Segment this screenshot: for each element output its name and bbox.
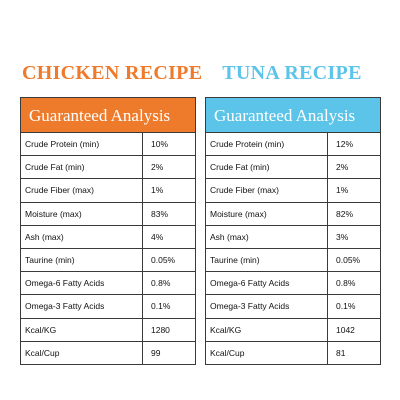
nutrient-label: Omega-3 Fatty Acids: [206, 295, 328, 318]
nutrient-value: 99: [151, 348, 161, 359]
table-row: Crude Protein (min) 12%: [206, 133, 380, 157]
nutrient-value: 2%: [151, 162, 164, 173]
table-row: Kcal/KG 1042: [206, 318, 380, 342]
nutrient-label: Crude Fiber (max): [21, 179, 143, 202]
table-row: Kcal/KG 1280: [21, 318, 195, 342]
nutrient-label: Ash (max): [206, 225, 328, 248]
nutrient-value: 0.05%: [336, 255, 361, 266]
chicken-rows: Crude Protein (min) 10% Crude Fat (min) 2% C…: [21, 133, 195, 365]
table-row: Crude Protein (min) 10%: [21, 133, 195, 157]
nutrient-label: Crude Fat (min): [21, 156, 143, 179]
table-row: Crude Fat (min) 2%: [21, 156, 195, 180]
table-row: Taurine (min) 0.05%: [21, 248, 195, 273]
nutrient-label: Omega-3 Fatty Acids: [21, 295, 143, 318]
nutrient-label: Taurine (min): [206, 248, 328, 272]
nutrient-label: Omega-6 Fatty Acids: [21, 272, 143, 295]
nutrient-value: 83%: [151, 208, 169, 219]
nutrient-value: 1042: [336, 324, 355, 335]
nutrient-label: Omega-6 Fatty Acids: [206, 272, 328, 295]
nutrient-label: Kcal/KG: [206, 318, 328, 341]
nutrient-value: 10%: [151, 139, 169, 150]
tuna-analysis-table: Guaranteed Analysis Crude Protein (min) 1…: [205, 97, 381, 365]
tuna-analysis-header: Guaranteed Analysis: [206, 98, 380, 133]
tuna-recipe-title: TUNA RECIPE: [222, 62, 362, 84]
table-row: Taurine (min) 0.05%: [206, 248, 380, 273]
nutrient-value: 81: [336, 348, 346, 359]
nutrient-label: Kcal/KG: [21, 318, 143, 341]
table-row: Ash (max) 3%: [206, 225, 380, 249]
chicken-analysis-table: Guaranteed Analysis Crude Protein (min) 1…: [20, 97, 196, 365]
nutrient-value: 1%: [151, 185, 164, 196]
nutrient-value: 0.8%: [336, 278, 356, 289]
nutrient-value: 1280: [151, 324, 170, 335]
nutrient-value: 0.05%: [151, 255, 176, 266]
nutrient-value: 4%: [151, 231, 164, 242]
table-row: Omega-3 Fatty Acids 0.1%: [206, 295, 380, 319]
nutrient-label: Crude Fat (min): [206, 156, 328, 179]
nutrient-value: 0.8%: [151, 278, 171, 289]
nutrient-value: 1%: [336, 185, 349, 196]
chicken-analysis-header: Guaranteed Analysis: [21, 98, 195, 133]
nutrient-value: 82%: [336, 208, 354, 219]
nutrient-label: Crude Protein (min): [206, 133, 328, 156]
nutrient-value: 3%: [336, 231, 349, 242]
tuna-rows: Crude Protein (min) 12% Crude Fat (min) 2% C…: [206, 133, 380, 365]
nutrient-value: 12%: [336, 139, 354, 150]
table-row: Moisture (max) 83%: [21, 202, 195, 226]
nutrient-label: Moisture (max): [21, 202, 143, 225]
nutrient-label: Moisture (max): [206, 202, 328, 225]
nutrient-value: 0.1%: [336, 301, 356, 312]
nutrient-label: Kcal/Cup: [21, 341, 143, 365]
nutrient-label: Taurine (min): [21, 248, 143, 272]
table-row: Omega-6 Fatty Acids 0.8%: [206, 272, 380, 296]
table-row: Crude Fiber (max) 1%: [206, 179, 380, 203]
nutrient-label: Crude Protein (min): [21, 133, 143, 156]
table-row: Omega-6 Fatty Acids 0.8%: [21, 272, 195, 296]
table-row: Ash (max) 4%: [21, 225, 195, 249]
chicken-recipe-title: CHICKEN RECIPE: [22, 62, 203, 84]
table-row: Moisture (max) 82%: [206, 202, 380, 226]
table-row: Kcal/Cup 81: [206, 341, 380, 365]
table-row: Kcal/Cup 99: [21, 341, 195, 365]
table-row: Crude Fiber (max) 1%: [21, 179, 195, 203]
nutrient-value: 2%: [336, 162, 349, 173]
nutrient-label: Ash (max): [21, 225, 143, 248]
table-row: Crude Fat (min) 2%: [206, 156, 380, 180]
nutrient-label: Crude Fiber (max): [206, 179, 328, 202]
nutrient-label: Kcal/Cup: [206, 341, 328, 365]
nutrient-value: 0.1%: [151, 301, 171, 312]
table-row: Omega-3 Fatty Acids 0.1%: [21, 295, 195, 319]
